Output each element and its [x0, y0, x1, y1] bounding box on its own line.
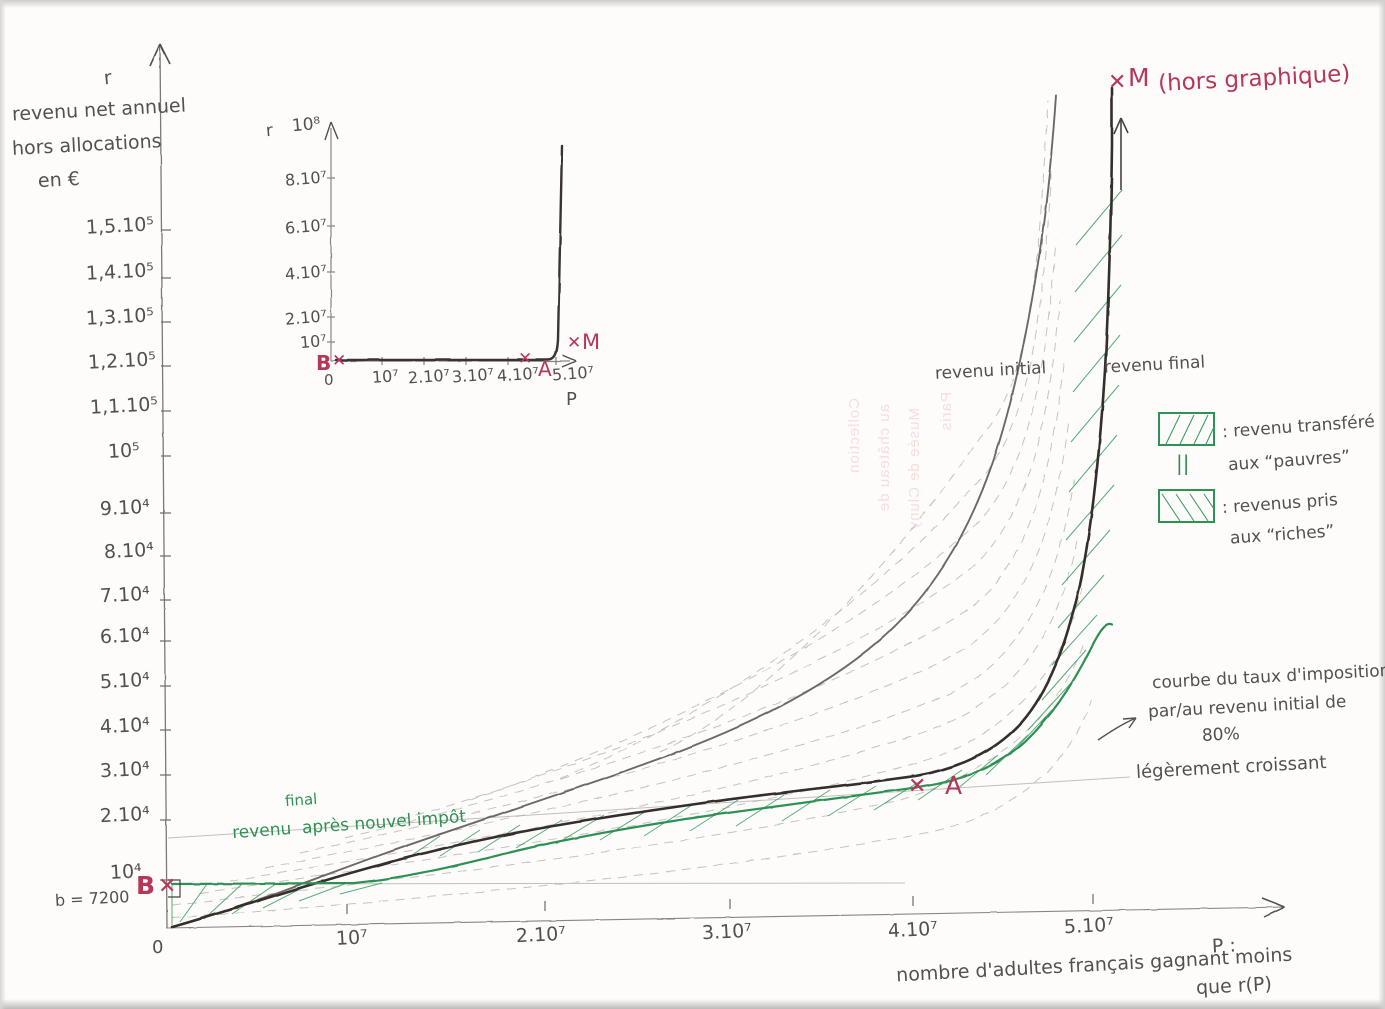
paper-edge-top	[0, 0, 1385, 8]
inset-x-tick-4: 5.10⁷	[551, 362, 595, 385]
y-tick-label-6: 9.10⁴	[99, 495, 151, 521]
inset-x-tick-1: 2.10⁷	[407, 365, 451, 388]
inset-x-tick-0: 10⁷	[371, 366, 400, 387]
x-tick-label-4: 5.10⁷	[1063, 913, 1115, 939]
origin-label: 0	[152, 937, 164, 958]
inset-point-B-marker: ✕	[332, 351, 347, 371]
label-revenu-final-impot-sup: final	[284, 789, 318, 811]
y-tick-label-2: 1,3.10⁵	[85, 304, 155, 330]
inset-origin-label: 0	[324, 371, 334, 389]
y-tick-label-8: 7.10⁴	[99, 582, 151, 608]
x-tick-label-2: 3.10⁷	[701, 919, 753, 945]
point-M-label: M	[1128, 63, 1150, 92]
inset-curve	[334, 144, 564, 362]
point-A-label: A	[945, 771, 963, 800]
inset-x-tick-2: 3.10⁷	[451, 364, 495, 387]
main-y-ticks	[160, 229, 171, 881]
paper-edge-left	[0, 0, 6, 1009]
inset-point-B-label: B	[316, 351, 332, 375]
inset-point-M-label: M	[582, 330, 601, 354]
inset-y-axis-top-label: 10⁸	[291, 113, 322, 137]
x-tick-label-3: 4.10⁷	[887, 917, 939, 943]
point-B-marker: ✕	[158, 874, 177, 899]
paper-edge-right	[1378, 0, 1385, 1009]
curve-top-arrow	[1113, 117, 1129, 190]
legend-separator: ||	[1176, 451, 1190, 475]
b-value-annotation: b = 7200	[54, 887, 130, 910]
point-B-label: B	[136, 871, 156, 900]
y-axis-label-line3: en €	[37, 167, 81, 193]
inset-y-tick-0: 8.10⁷	[284, 167, 328, 190]
inset-x-axis-label: P	[566, 389, 577, 410]
paper-edge-bottom	[0, 999, 1385, 1009]
y-tick-label-13: 2.10⁴	[99, 802, 151, 828]
main-x-ticks	[346, 894, 1094, 914]
inset-y-axis	[324, 121, 339, 361]
y-tick-label-0: 1,5.10⁵	[85, 213, 155, 239]
inset-y-tick-3: 2.10⁷	[284, 306, 328, 329]
inset-point-A-label: A	[538, 357, 552, 381]
y-tick-label-9: 6.10⁴	[99, 623, 151, 649]
y-tick-label-4: 1,1.10⁵	[89, 393, 159, 419]
curve-revenu-final	[170, 86, 1114, 929]
inset-point-A-marker: ✕	[518, 349, 533, 369]
x-tick-label-1: 2.10⁷	[515, 922, 567, 948]
label-taux-imposition-line3: 80%	[1201, 724, 1241, 746]
y-tick-label-3: 1,2.10⁵	[87, 348, 157, 374]
x-axis-label-line3: que r(P)	[1195, 973, 1273, 999]
y-tick-label-12: 3.10⁴	[99, 757, 151, 783]
x-tick-label-0: 10⁷	[335, 926, 369, 950]
y-tick-label-5: 10⁵	[107, 439, 141, 463]
inset-y-tick-1: 6.10⁷	[284, 215, 328, 238]
curve-revenu-final-impot	[170, 623, 1114, 886]
main-x-axis	[165, 897, 1286, 929]
curve-revenu-initial	[171, 94, 1057, 928]
y-tick-label-7: 8.10⁴	[103, 538, 155, 564]
y-tick-label-10: 5.10⁴	[99, 668, 151, 694]
inset-y-tick-4: 10⁷	[299, 330, 328, 353]
inset-y-ticks	[327, 177, 335, 343]
hatch-taken-rich	[404, 189, 1123, 861]
main-y-axis	[149, 43, 171, 929]
legend-swatch-transfer-poor	[1158, 412, 1215, 446]
point-M-marker: ✕	[1108, 70, 1127, 95]
legend-swatch-taken-rich	[1158, 489, 1215, 523]
y-tick-label-11: 4.10⁴	[99, 713, 151, 739]
point-A-marker: ✕	[908, 774, 927, 799]
y-tick-label-1: 1,4.10⁵	[85, 259, 155, 285]
reference-line-upper	[167, 776, 1131, 839]
annotation-arrow-taux	[1097, 717, 1137, 741]
inset-y-tick-2: 4.10⁷	[284, 261, 328, 284]
bracket-at-B	[168, 879, 181, 898]
inset-point-M-marker: ✕	[567, 333, 582, 353]
